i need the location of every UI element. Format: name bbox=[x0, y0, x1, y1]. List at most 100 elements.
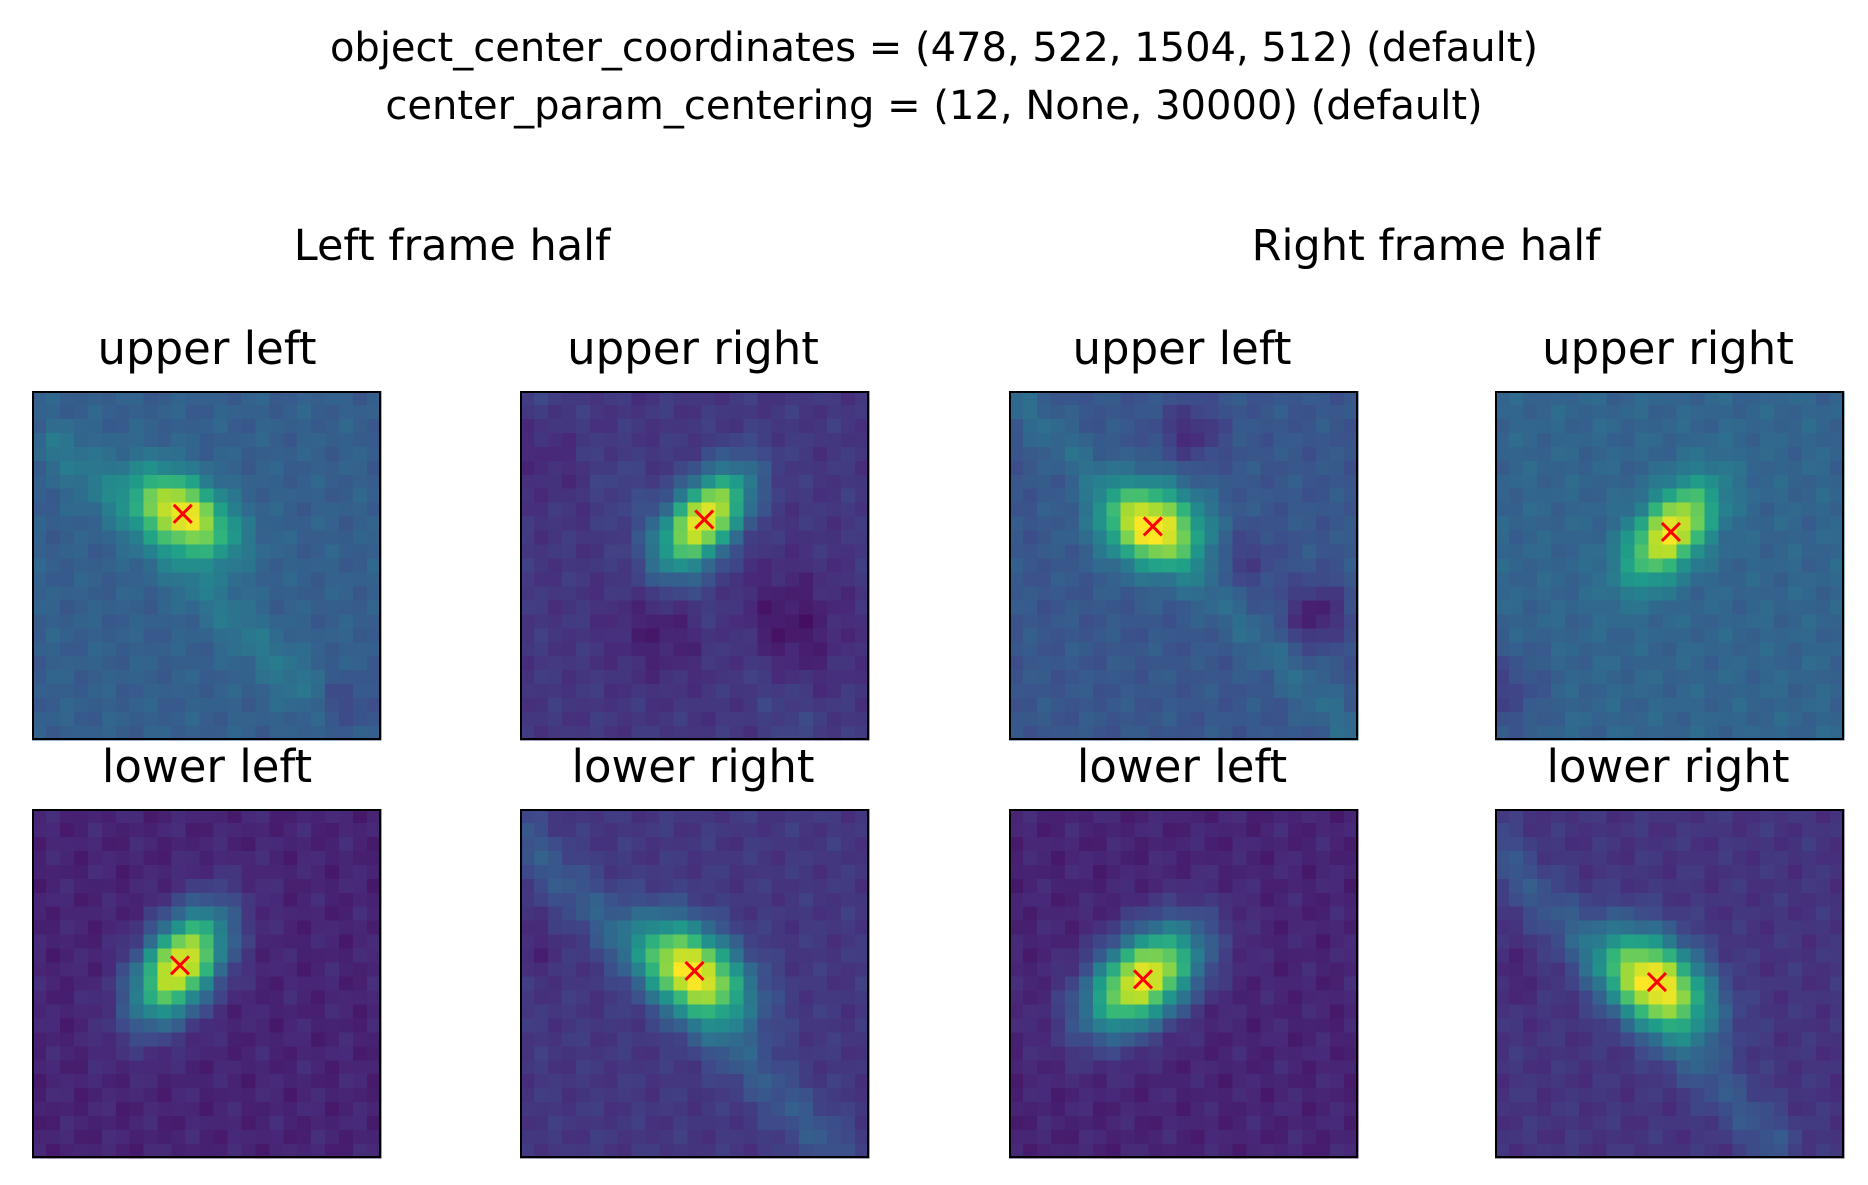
heatmap-cell bbox=[855, 1130, 870, 1145]
heatmap-cell bbox=[1176, 948, 1192, 964]
heatmap-svg bbox=[520, 391, 870, 741]
heatmap-cell bbox=[1134, 544, 1150, 560]
heatmap-cell bbox=[325, 418, 340, 434]
heatmap-cell bbox=[1592, 1102, 1608, 1117]
heatmap-cell bbox=[1218, 809, 1233, 824]
heatmap-cell bbox=[520, 712, 535, 727]
heatmap-cell bbox=[1760, 544, 1775, 560]
heatmap-cell bbox=[1578, 404, 1594, 420]
heatmap-cell bbox=[1064, 628, 1080, 643]
heatmap-cell bbox=[129, 948, 145, 964]
heatmap-cell bbox=[1260, 809, 1275, 824]
heatmap-cell bbox=[1634, 878, 1650, 894]
heatmap-cell bbox=[1204, 684, 1219, 699]
heatmap-cell bbox=[1495, 1088, 1510, 1103]
heatmap-cell bbox=[1134, 1130, 1150, 1145]
heatmap-cell bbox=[32, 990, 47, 1006]
heatmap-cell bbox=[59, 850, 75, 866]
heatmap-cell bbox=[1246, 1004, 1261, 1019]
heatmap-cell bbox=[771, 1032, 786, 1047]
heatmap-cell bbox=[1050, 474, 1066, 490]
heatmap-cell bbox=[143, 892, 159, 908]
heatmap-cell bbox=[659, 488, 675, 504]
heatmap-cell bbox=[157, 1088, 173, 1103]
heatmap-cell bbox=[1522, 1116, 1538, 1131]
heatmap-cell bbox=[1788, 516, 1803, 532]
heatmap-cell bbox=[1232, 1018, 1247, 1033]
heatmap-cell bbox=[1162, 712, 1178, 727]
heatmap-cell bbox=[631, 586, 647, 601]
heatmap-cell bbox=[645, 990, 661, 1006]
heatmap-cell bbox=[1676, 614, 1692, 629]
heatmap-cell bbox=[1302, 1004, 1317, 1019]
heatmap-cell bbox=[269, 1144, 284, 1159]
heatmap-cell bbox=[1190, 906, 1206, 922]
heatmap-cell bbox=[45, 460, 61, 476]
heatmap-cell bbox=[575, 836, 591, 852]
heatmap-cell bbox=[1634, 1088, 1650, 1103]
heatmap-cell bbox=[1022, 934, 1038, 950]
heatmap-cell bbox=[1690, 990, 1705, 1006]
heatmap-cell bbox=[115, 446, 131, 462]
heatmap-cell bbox=[227, 836, 242, 852]
heatmap-cell bbox=[1774, 906, 1789, 922]
heatmap-cell bbox=[1620, 488, 1636, 504]
heatmap-cell bbox=[311, 920, 326, 936]
heatmap-cell bbox=[1816, 864, 1831, 880]
heatmap-cell bbox=[520, 544, 535, 560]
heatmap-cell bbox=[603, 572, 619, 588]
heatmap-cell bbox=[1274, 572, 1289, 588]
heatmap-cell bbox=[213, 1060, 229, 1075]
heatmap-cell bbox=[589, 1074, 605, 1089]
heatmap-cell bbox=[87, 948, 103, 964]
heatmap-cell bbox=[841, 1144, 856, 1159]
heatmap-cell bbox=[1204, 432, 1219, 448]
heatmap-cell bbox=[1830, 502, 1845, 518]
heatmap-cell bbox=[129, 432, 145, 448]
heatmap-cell bbox=[1704, 391, 1719, 406]
heatmap-cell bbox=[1676, 418, 1692, 434]
heatmap-cell bbox=[353, 516, 368, 532]
heatmap-cell bbox=[255, 878, 270, 894]
heatmap-cell bbox=[157, 1060, 173, 1075]
heatmap-cell bbox=[1092, 530, 1108, 546]
heatmap-cell bbox=[1190, 712, 1206, 727]
heatmap-cell bbox=[353, 1088, 368, 1103]
heatmap-cell bbox=[255, 628, 270, 643]
heatmap-cell bbox=[757, 976, 772, 992]
heatmap-cell bbox=[1204, 642, 1219, 657]
heatmap-cell bbox=[115, 404, 131, 420]
heatmap-cell bbox=[59, 502, 75, 518]
heatmap-cell bbox=[1676, 712, 1692, 727]
heatmap-cell bbox=[1495, 698, 1510, 713]
heatmap-cell bbox=[1648, 1060, 1664, 1075]
heatmap-cell bbox=[547, 670, 563, 685]
heatmap-cell bbox=[1064, 809, 1080, 824]
heatmap-cell bbox=[185, 586, 201, 601]
heatmap-cell bbox=[1176, 920, 1192, 936]
heatmap-cell bbox=[325, 948, 340, 964]
heatmap-cell bbox=[1302, 418, 1317, 434]
heatmap-cell bbox=[520, 586, 535, 601]
heatmap-cell bbox=[1704, 600, 1719, 615]
heatmap-cell bbox=[255, 809, 270, 824]
heatmap-cell bbox=[575, 1032, 591, 1047]
heatmap-cell bbox=[213, 1018, 229, 1033]
heatmap-cell bbox=[1802, 684, 1817, 699]
heatmap-cell bbox=[1620, 962, 1636, 978]
heatmap-cell bbox=[547, 642, 563, 657]
heatmap-cell bbox=[1106, 920, 1122, 936]
heatmap-cell bbox=[715, 432, 730, 448]
heatmap-cell bbox=[1746, 1032, 1761, 1047]
heatmap-cell bbox=[311, 836, 326, 852]
heatmap-cell bbox=[1802, 1074, 1817, 1089]
heatmap-cell bbox=[1092, 809, 1108, 824]
heatmap-cell bbox=[73, 809, 89, 824]
heatmap-cell bbox=[1774, 600, 1789, 615]
heatmap-cell bbox=[673, 614, 689, 629]
heatmap-cell bbox=[1302, 572, 1317, 588]
heatmap-cell bbox=[59, 1004, 75, 1019]
heatmap-svg bbox=[520, 809, 870, 1159]
heatmap-cell bbox=[255, 1046, 270, 1061]
heatmap-cell bbox=[1120, 1116, 1136, 1131]
